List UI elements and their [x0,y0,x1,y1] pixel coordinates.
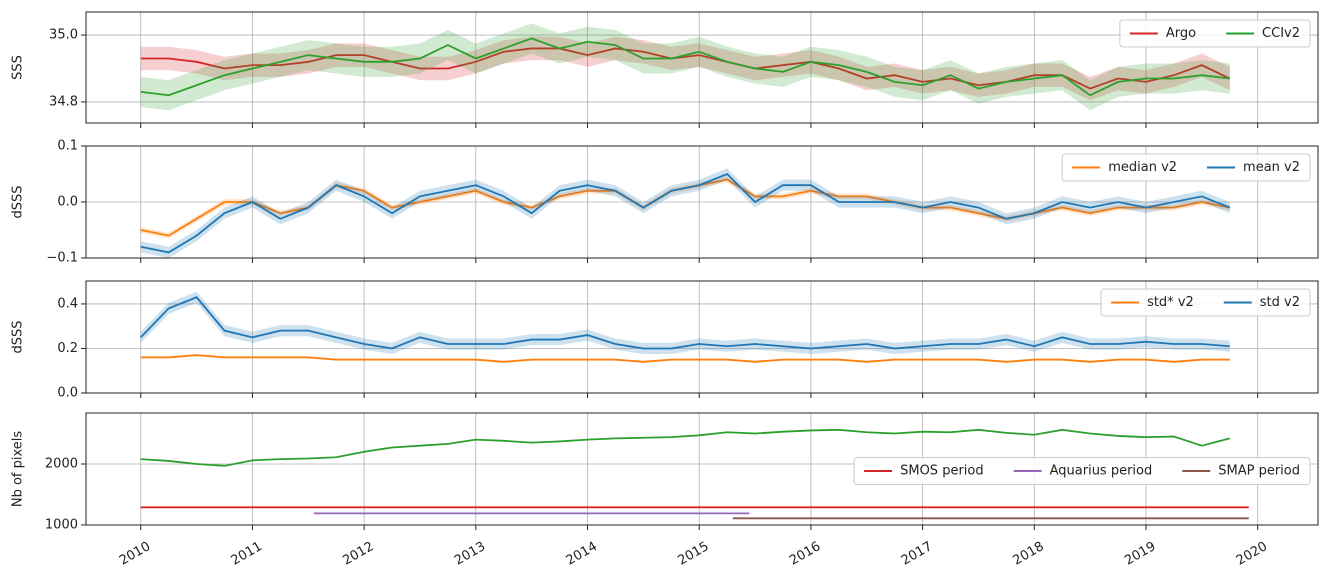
legend: Argo CCIv2 [1119,19,1311,48]
series-line [140,172,1231,254]
y-axis-label: SSS [11,55,26,80]
x-tick-label: 2018 [1011,539,1047,569]
y-tick-label: 34.8 [49,94,78,109]
x-tick-label: 2010 [117,539,153,569]
y-tick-label: 0.4 [57,296,78,311]
plot-area [140,168,1231,258]
legend-label: SMAP period [1218,464,1300,479]
legend: median v2 mean v2 [1061,153,1311,182]
band [140,168,1230,258]
x-tick-label: 2013 [452,539,488,569]
legend-item: median v2 [1072,160,1177,175]
legend-item: CCIv2 [1226,26,1300,41]
series-line [140,37,1230,97]
y-axis-label: Nb of pixels [11,431,26,508]
y-tick-label: 0.0 [57,386,78,401]
y-tick-label: −0.1 [46,251,78,266]
band [140,176,1230,239]
legend: std* v2 std v2 [1100,288,1311,317]
frame [85,280,1319,394]
y-tick-label: 0.1 [57,139,78,154]
legend-item: mean v2 [1207,160,1300,175]
legend-label: Argo [1166,26,1196,41]
legend-label: Aquarius period [1050,464,1153,479]
legend-box [1061,153,1311,182]
band [140,36,1230,101]
x-tick-label: 2014 [564,539,600,569]
x-tick-label: 2020 [1234,539,1270,569]
series-line [140,296,1230,350]
legend-box [853,457,1311,485]
band [140,23,1230,111]
series-line [140,428,1230,467]
frame [85,145,1319,259]
x-tick-label: 2019 [1122,539,1158,569]
x-tick-label: 2016 [787,539,823,569]
legend-item: SMOS period [864,464,984,479]
plot-area [140,291,1230,363]
x-tick-label: 2011 [229,539,265,569]
plot-area [140,23,1231,111]
legend-label: std* v2 [1147,295,1194,310]
frame [85,11,1319,124]
y-tick-label: 1000 [45,518,78,533]
legend: SMOS period Aquarius period SMAP period [853,457,1311,485]
plot-area [140,428,1249,520]
legend-item: Aquarius period [1013,464,1153,479]
legend-item: Argo [1129,26,1196,41]
y-tick-label: 2000 [45,456,78,471]
y-tick-label: 0.0 [57,195,78,210]
legend-label: SMOS period [900,464,984,479]
legend-label: mean v2 [1243,160,1300,175]
y-tick-label: 0.2 [57,341,78,356]
x-tick-label: 2017 [899,539,935,569]
legend-box [1100,288,1311,317]
series-line [140,47,1231,90]
series-line [140,354,1230,363]
y-axis-label: dSSS [11,185,26,218]
y-tick-label: 35.0 [49,28,78,43]
legend-item: std v2 [1223,295,1300,310]
legend-label: std v2 [1260,295,1300,310]
y-axis-label: dSSS [11,320,26,353]
legend-box [1119,19,1311,48]
x-tick-label: 2015 [675,539,711,569]
band [140,291,1230,355]
x-tick-label: 2012 [340,539,376,569]
frame [85,412,1319,526]
band [140,354,1230,363]
legend-label: CCIv2 [1262,26,1300,41]
legend-label: median v2 [1108,160,1177,175]
legend-item: SMAP period [1182,464,1300,479]
legend-item: std* v2 [1111,295,1194,310]
